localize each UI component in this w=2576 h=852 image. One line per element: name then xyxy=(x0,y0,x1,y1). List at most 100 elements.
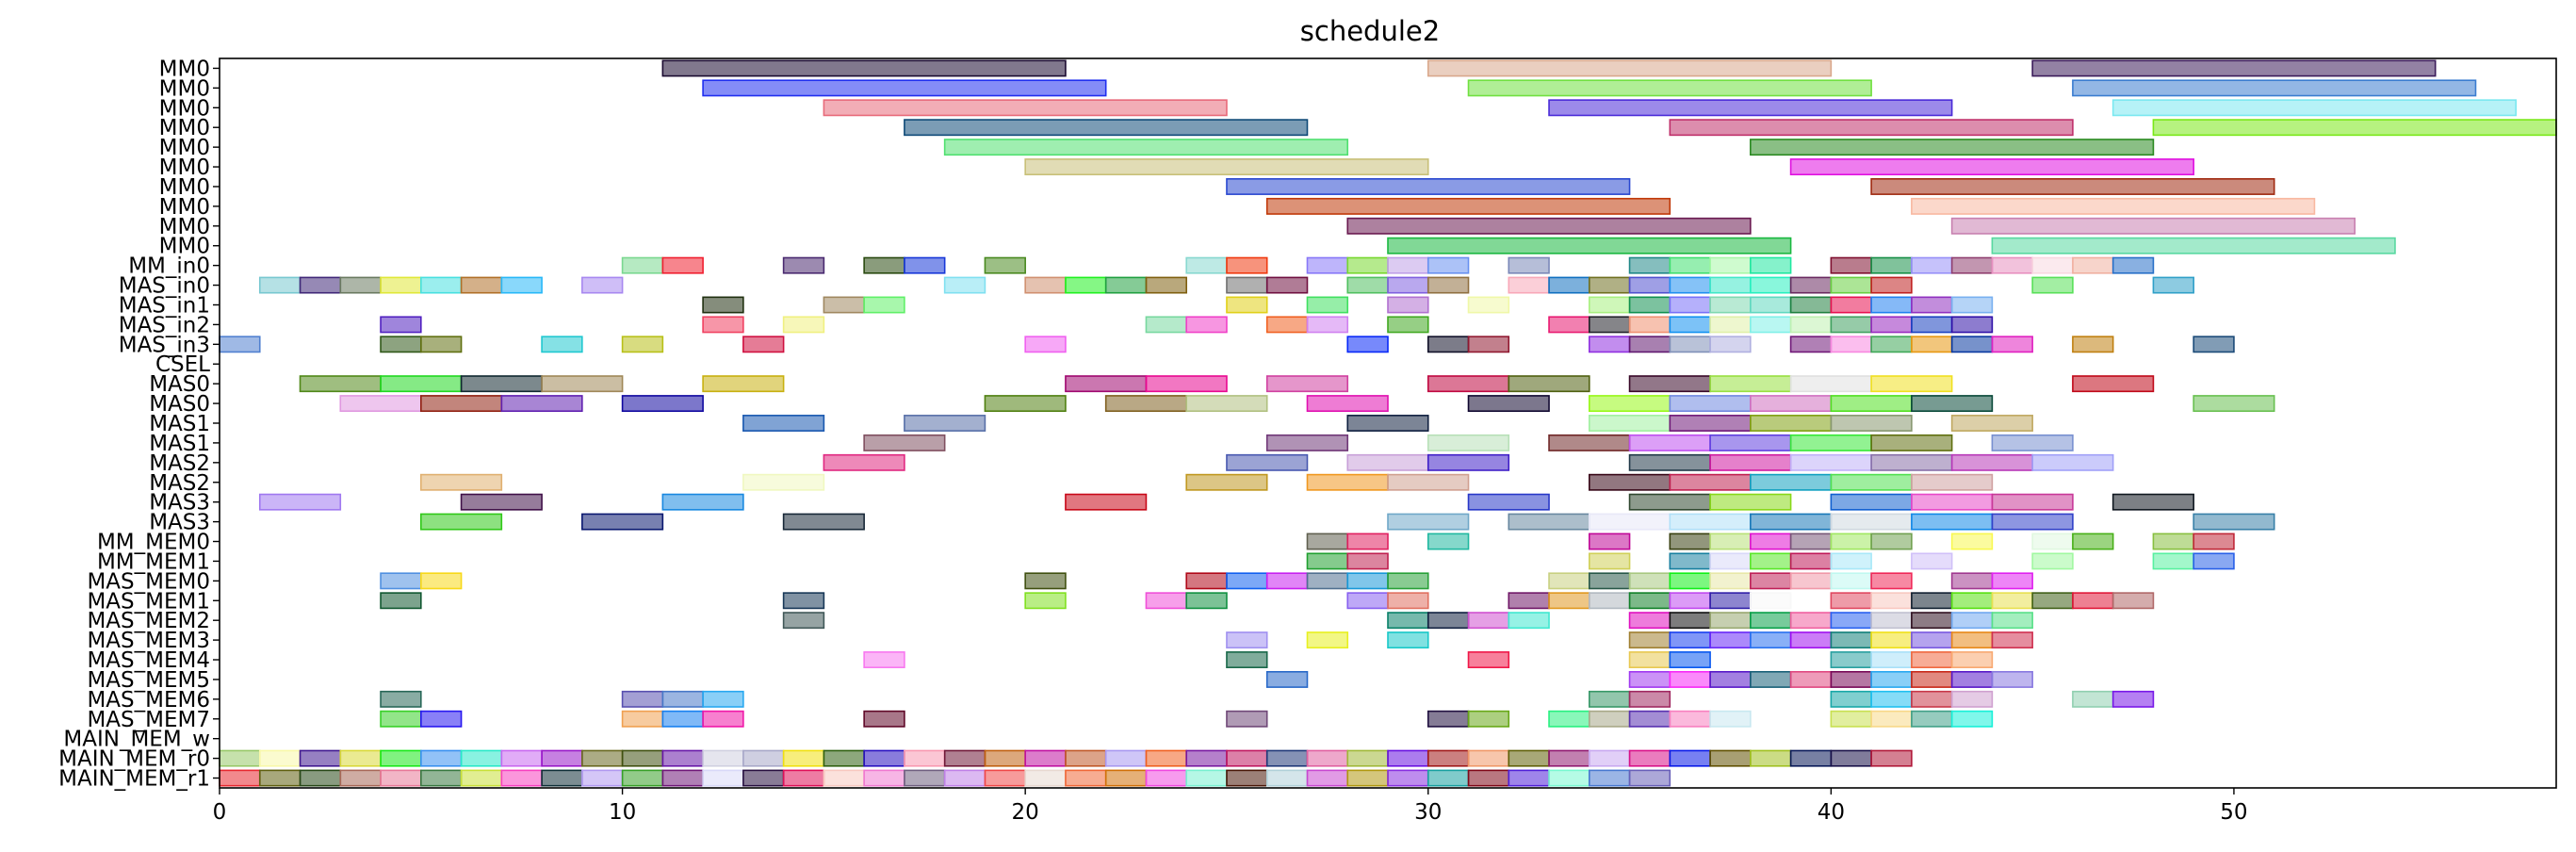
gantt-bar xyxy=(702,710,744,728)
gantt-bar xyxy=(1588,316,1631,334)
chart-title: schedule2 xyxy=(1300,15,1440,47)
gantt-bar xyxy=(702,79,1107,97)
gantt-bar xyxy=(1628,256,1671,274)
gantt-bar xyxy=(782,316,825,334)
gantt-bar xyxy=(863,434,946,451)
gantt-bar xyxy=(1950,256,1994,274)
gantt-bar xyxy=(380,316,422,334)
gantt-bar xyxy=(339,769,382,787)
gantt-bar xyxy=(661,256,704,274)
gantt-bar xyxy=(702,690,744,708)
gantt-bar xyxy=(1185,749,1228,767)
gantt-bar xyxy=(1830,552,1872,570)
gantt-bar xyxy=(2111,256,2155,274)
gantt-bar xyxy=(419,710,463,728)
gantt-bar xyxy=(1508,769,1550,787)
gantt-bar xyxy=(742,749,785,767)
gantt-bar xyxy=(419,276,463,294)
y-tick-label: MAS_MEM7 xyxy=(87,708,210,732)
gantt-bar xyxy=(1789,276,1833,294)
gantt-bar xyxy=(1145,276,1188,294)
gantt-bar xyxy=(541,769,583,787)
gantt-bar xyxy=(2152,532,2194,550)
gantt-bar xyxy=(1185,395,1268,413)
gantt-bar xyxy=(661,769,704,787)
gantt-bar xyxy=(2072,79,2477,97)
gantt-bar xyxy=(258,493,342,511)
gantt-bar xyxy=(1991,493,2074,511)
gantt-bar xyxy=(1750,532,1792,550)
gantt-bar xyxy=(1669,631,1711,649)
y-tick-label: MM0 xyxy=(159,156,210,180)
gantt-bar xyxy=(1427,256,1470,274)
gantt-bar xyxy=(419,336,463,353)
gantt-bar xyxy=(863,710,905,728)
gantt-bar xyxy=(219,769,261,787)
y-tick-label: MAIN_MEM_w xyxy=(63,728,210,752)
gantt-bar xyxy=(904,415,986,432)
gantt-bar xyxy=(2072,256,2114,274)
gantt-bar xyxy=(1789,749,1833,767)
gantt-bar xyxy=(1669,119,2074,137)
gantt-bar xyxy=(1669,749,1711,767)
gantt-bar xyxy=(1870,296,1913,314)
gantt-bar xyxy=(2193,552,2235,570)
gantt-bar xyxy=(1830,592,1872,610)
gantt-bar xyxy=(1950,670,1994,688)
gantt-bar xyxy=(1427,710,1470,728)
gantt-bar xyxy=(339,749,382,767)
gantt-bar xyxy=(541,336,583,353)
gantt-bar xyxy=(1346,453,1429,471)
gantt-bar xyxy=(2031,276,2074,294)
gantt-bar xyxy=(904,749,946,767)
gantt-bar xyxy=(1911,197,2316,215)
gantt-bar xyxy=(1911,631,1953,649)
gantt-bar xyxy=(782,612,825,630)
gantt-bar xyxy=(1306,532,1349,550)
gantt-bar xyxy=(1467,710,1510,728)
gantt-bar xyxy=(782,256,825,274)
gantt-bar xyxy=(1265,749,1309,767)
gantt-bar xyxy=(1750,256,1792,274)
gantt-bar xyxy=(1185,572,1228,590)
x-tick-label: 20 xyxy=(1012,800,1039,825)
gantt-bar xyxy=(1870,612,1913,630)
gantt-bar xyxy=(1950,710,1994,728)
gantt-bar xyxy=(1709,749,1752,767)
gantt-bar xyxy=(1065,375,1148,393)
gantt-bar xyxy=(1427,434,1510,451)
gantt-bar xyxy=(299,276,342,294)
gantt-bar xyxy=(1065,493,1148,511)
gantt-bar xyxy=(1185,473,1268,491)
gantt-bar xyxy=(1950,453,2033,471)
gantt-bar xyxy=(419,395,503,413)
gantt-bar xyxy=(1306,395,1389,413)
gantt-bar xyxy=(1588,473,1671,491)
gantt-bar xyxy=(863,749,905,767)
gantt-bar xyxy=(1789,296,1833,314)
gantt-bar xyxy=(460,769,503,787)
gantt-bar xyxy=(1911,670,1953,688)
gantt-bar xyxy=(1830,513,1913,531)
gantt-bar xyxy=(1387,276,1429,294)
gantt-bar xyxy=(1991,256,2033,274)
gantt-bar xyxy=(1548,592,1590,610)
gantt-bar xyxy=(2193,532,2235,550)
gantt-bar xyxy=(742,415,825,432)
gantt-bar xyxy=(1789,532,1833,550)
gantt-bar xyxy=(1306,749,1349,767)
gantt-bar xyxy=(1830,631,1872,649)
gantt-bar xyxy=(258,276,302,294)
gantt-bar xyxy=(500,395,583,413)
gantt-bar xyxy=(1226,276,1268,294)
gantt-bar xyxy=(380,276,422,294)
gantt-bar xyxy=(1750,296,1792,314)
gantt-bar xyxy=(1628,434,1711,451)
gantt-bar xyxy=(1911,473,1994,491)
gantt-bar xyxy=(1346,769,1389,787)
gantt-bar xyxy=(904,119,1309,137)
gantt-bar xyxy=(1508,749,1550,767)
gantt-bar xyxy=(1709,532,1752,550)
gantt-bar xyxy=(1226,749,1268,767)
